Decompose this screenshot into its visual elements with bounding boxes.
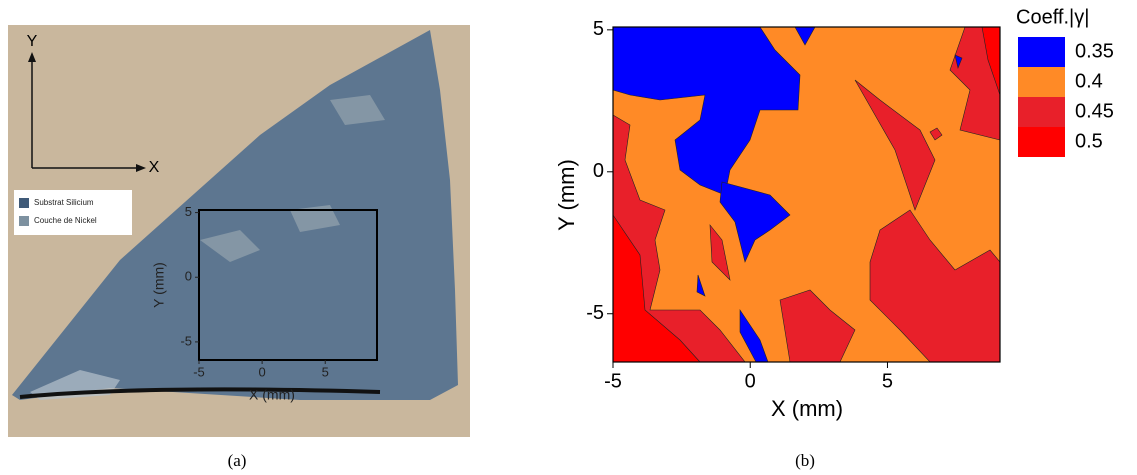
x-tick-label: 0: [259, 365, 266, 380]
y-tick-label: -5: [180, 333, 192, 348]
legend-swatch: [1018, 97, 1065, 127]
caption: (a): [228, 451, 247, 470]
y-tick-label: 5: [593, 18, 604, 40]
legend-label: Substrat Silicium: [34, 198, 94, 207]
overlay-box: [198, 209, 378, 361]
caption: (b): [795, 451, 815, 470]
legend-title: Coeff.|γ|: [1016, 6, 1089, 28]
y-tick-label: -5: [586, 302, 604, 324]
x-tick-label: -5: [193, 365, 205, 380]
x-axis-label: X (mm): [249, 387, 295, 403]
legend-label: Couche de Nickel: [34, 216, 97, 225]
y-tick-label: 5: [185, 204, 192, 219]
nickel-patch: [200, 230, 260, 262]
contour-region: [929, 127, 943, 141]
sample-edge: [19, 387, 381, 399]
legend-label: 0.35: [1075, 40, 1114, 62]
x-tick-label: 0: [745, 370, 756, 392]
legend-label: 0.45: [1075, 100, 1114, 122]
plot-frame: [612, 26, 1001, 363]
y-tick-label: 0: [185, 269, 192, 284]
x-arrow-label: X: [149, 159, 160, 176]
legend-swatch: [1018, 37, 1065, 67]
y-arrow-label: Y: [27, 33, 38, 50]
legend-label: 0.5: [1075, 130, 1103, 152]
arrow-head: [28, 52, 36, 62]
nickel-patch: [290, 205, 340, 232]
x-tick-label: 5: [882, 370, 893, 392]
legend-swatch: [19, 216, 29, 226]
x-tick-label: -5: [604, 370, 622, 392]
contour-region: [612, 26, 801, 196]
arrow-head: [136, 164, 146, 172]
y-tick-label: 0: [593, 160, 604, 182]
contour-region: [696, 274, 706, 297]
y-axis-label: Y (mm): [151, 262, 167, 308]
nickel-patch: [330, 95, 385, 125]
x-tick-label: 5: [322, 365, 329, 380]
legend-label: 0.4: [1075, 70, 1103, 92]
contour-region: [854, 79, 936, 211]
legend-swatch: [1018, 67, 1065, 97]
x-axis-label: X (mm): [771, 396, 843, 421]
contour-region: [719, 181, 791, 263]
legend-box: [14, 190, 132, 235]
contour-region: [954, 54, 963, 70]
y-axis-label: Y (mm): [554, 159, 579, 231]
contour-region: [709, 224, 731, 281]
legend-swatch: [1018, 127, 1065, 157]
legend-swatch: [19, 198, 29, 208]
